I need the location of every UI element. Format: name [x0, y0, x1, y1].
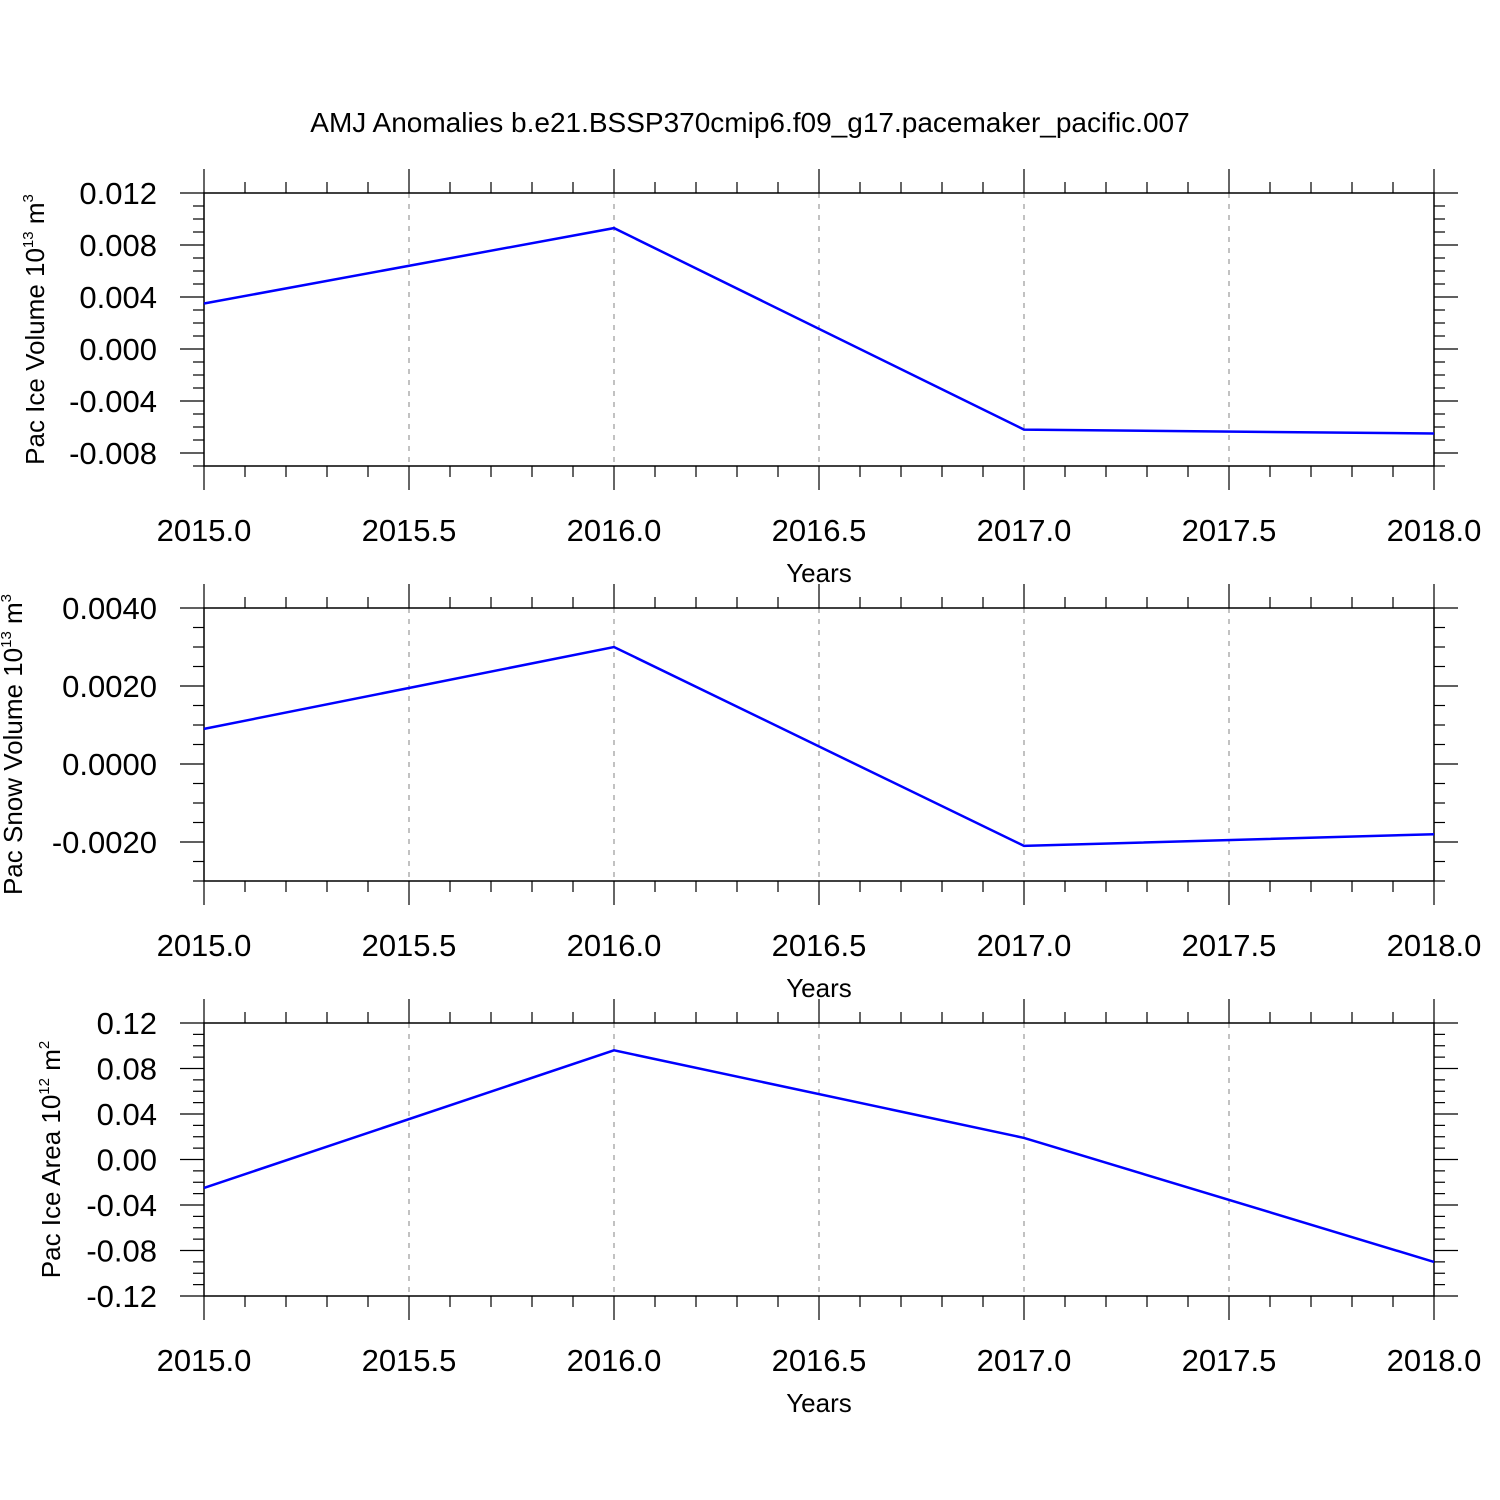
chart-panel-2: 2015.0 2015.5 2016.0 2016.5 2017.0 2017.5 2018… — [0, 584, 1481, 1003]
y-axis-label-unit: m — [20, 202, 50, 231]
y-tick-label: 0.0020 — [62, 669, 157, 704]
series-line — [203, 645, 1435, 848]
figure-title: AMJ Anomalies b.e21.BSSP370cmip6.f09_g17… — [310, 107, 1189, 138]
x-tick-label: 2015.0 — [157, 513, 252, 548]
y-tick-label: 0.012 — [79, 176, 157, 211]
y-tick-label: 0.12 — [97, 1006, 157, 1041]
y-tick-label: -0.004 — [69, 384, 157, 419]
y-axis-label: Pac Ice Volume 1013 m3 — [20, 194, 50, 465]
y-tick-label: 0.08 — [97, 1052, 157, 1087]
y-tick-label: 0.04 — [97, 1097, 157, 1132]
y-axis-label-exponent: 13 — [0, 631, 15, 648]
x-axis-label: Years — [786, 558, 852, 588]
y-tick-label: 0.004 — [79, 280, 157, 315]
chart-panel-1: 2015.0 2015.5 2016.0 2016.5 2017.0 2017.5 2018… — [20, 169, 1481, 588]
y-tick-label: 0.008 — [79, 228, 157, 263]
y-tick-label: 0.000 — [79, 332, 157, 367]
y-axis-label-unit-exponent: 3 — [0, 594, 15, 602]
y-axis-label: Pac Snow Volume 1013 m3 — [0, 594, 28, 895]
x-tick-label: 2017.0 — [977, 513, 1072, 548]
y-axis-label-text: Pac Ice Area 10 — [36, 1095, 66, 1279]
y-tick-label: -0.12 — [86, 1279, 157, 1314]
x-tick-label: 2015.0 — [157, 1343, 252, 1378]
y-axis-label-text: Pac Ice Volume 10 — [20, 248, 50, 465]
y-tick-label: -0.0020 — [52, 825, 157, 860]
x-tick-label: 2018.0 — [1387, 928, 1482, 963]
chart-panel-3: 2015.0 2015.5 2016.0 2016.5 2017.0 2017.5 2018… — [36, 999, 1481, 1418]
series-line — [203, 226, 1435, 435]
x-tick-label: 2016.5 — [772, 928, 867, 963]
y-axis-label-unit-exponent: 3 — [20, 194, 37, 202]
x-tick-label: 2016.0 — [567, 928, 662, 963]
y-tick-label: 0.0000 — [62, 747, 157, 782]
y-axis-label-exponent: 13 — [20, 231, 37, 248]
x-axis-label: Years — [786, 973, 852, 1003]
series-line — [203, 1049, 1435, 1264]
x-tick-label: 2018.0 — [1387, 1343, 1482, 1378]
y-tick-label: -0.08 — [86, 1234, 157, 1269]
x-tick-label: 2015.5 — [362, 928, 457, 963]
y-tick-label: -0.008 — [69, 436, 157, 471]
y-tick-label: 0.0040 — [62, 591, 157, 626]
x-tick-label: 2016.0 — [567, 1343, 662, 1378]
y-axis-label-unit-exponent: 2 — [36, 1041, 53, 1049]
y-axis-label: Pac Ice Area 1012 m2 — [36, 1041, 66, 1278]
x-tick-label: 2017.0 — [977, 1343, 1072, 1378]
x-tick-label: 2018.0 — [1387, 513, 1482, 548]
x-tick-label: 2015.5 — [362, 513, 457, 548]
x-tick-label: 2017.0 — [977, 928, 1072, 963]
x-tick-label: 2017.5 — [1182, 1343, 1277, 1378]
x-tick-label: 2015.0 — [157, 928, 252, 963]
x-tick-label: 2017.5 — [1182, 928, 1277, 963]
x-tick-label: 2016.5 — [772, 513, 867, 548]
chart-panels: 2015.0 2015.5 2016.0 2016.5 2017.0 2017.5 2018… — [0, 169, 1481, 1418]
y-axis-label-text: Pac Snow Volume 10 — [0, 648, 28, 895]
x-axis-label: Years — [786, 1388, 852, 1418]
y-axis-label-unit: m — [0, 602, 28, 631]
x-tick-label: 2016.5 — [772, 1343, 867, 1378]
y-tick-label: -0.04 — [86, 1188, 157, 1223]
x-tick-label: 2016.0 — [567, 513, 662, 548]
y-axis-label-exponent: 12 — [36, 1078, 53, 1095]
y-axis-label-unit: m — [36, 1049, 66, 1078]
x-tick-label: 2015.5 — [362, 1343, 457, 1378]
y-tick-label: 0.00 — [97, 1143, 157, 1178]
x-tick-label: 2017.5 — [1182, 513, 1277, 548]
